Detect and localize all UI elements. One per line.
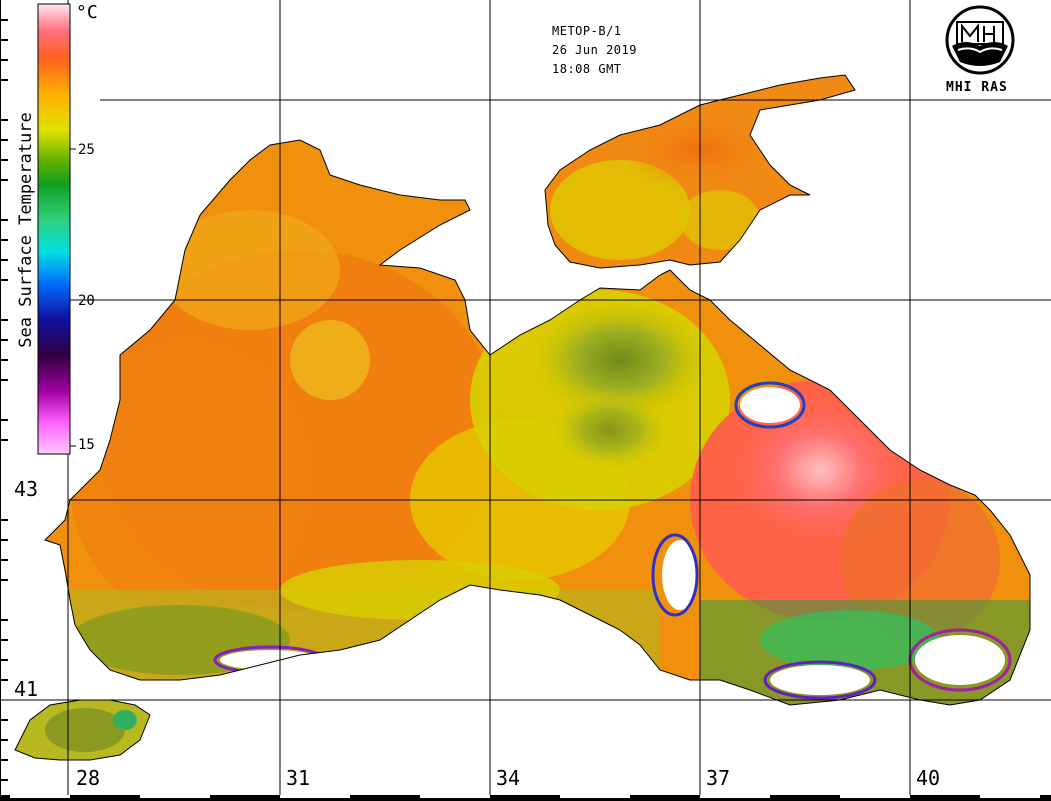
longitude-label-34: 34 [496,766,521,790]
frame-left-ticks [0,0,8,801]
colorbar-ticks [70,148,76,447]
date-label: 26 Jun 2019 [552,43,637,57]
colorbar-tick-25: 25 [78,142,95,158]
cloud-patch [915,635,1005,685]
sea-of-marmara [14,699,151,761]
longitude-label-28: 28 [76,766,101,790]
colorbar-title: Sea Surface Temperature [16,112,36,348]
colorbar [37,3,76,455]
colorbar-unit: °C [76,2,98,23]
frame-bottom-ticks [0,795,1051,801]
longitude-label-31: 31 [286,766,311,790]
mhi-ras-emblem-icon [945,5,1015,75]
logo-label: MHI RAS [946,80,1008,95]
colorbar-tick-20: 20 [78,293,95,309]
satellite-label: METOP-B/1 [552,24,622,38]
time-label: 18:08 GMT [552,62,622,76]
latitude-label-41: 41 [14,677,39,701]
longitude-label-40: 40 [916,766,941,790]
cloud-patch [740,387,800,423]
latitude-label-43: 43 [14,477,39,501]
colorbar-tick-15: 15 [78,437,95,453]
cloud-patch [662,540,698,610]
longitude-label-37: 37 [706,766,731,790]
